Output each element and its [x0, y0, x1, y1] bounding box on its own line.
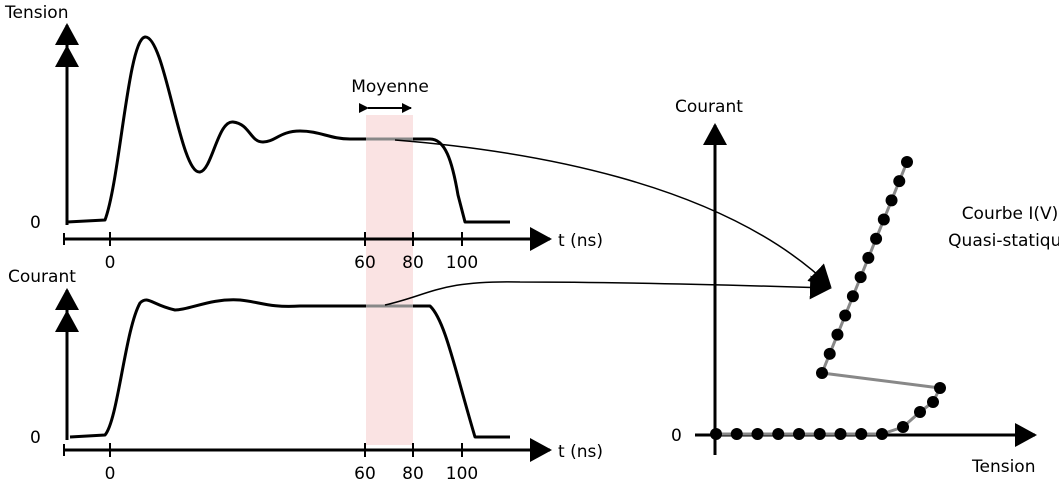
- iv-point: [846, 290, 859, 303]
- iv-point: [823, 347, 836, 360]
- time-tick-label: 80: [402, 253, 424, 273]
- y-label: Courant: [8, 267, 76, 287]
- curve-label: Courbe I(V): [962, 204, 1059, 224]
- zero-label: 0: [30, 213, 41, 233]
- iv-point: [870, 232, 883, 245]
- iv-point: [885, 194, 898, 207]
- iv-point: [876, 428, 888, 440]
- iv-zero: 0: [671, 426, 682, 446]
- iv-point: [897, 421, 909, 433]
- time-tick-label: 60: [354, 253, 376, 273]
- iv-point: [934, 382, 946, 394]
- time-tick-label: 0: [105, 253, 116, 273]
- iv-y-label: Courant: [675, 97, 743, 117]
- connector: [384, 275, 832, 306]
- iv-point: [751, 428, 764, 440]
- time-tick-label: 100: [446, 253, 478, 273]
- iv-point: [893, 175, 906, 188]
- window-label: Moyenne: [351, 77, 429, 97]
- connector: [394, 139, 832, 288]
- voltage-curve: [66, 35, 510, 224]
- iv-point: [854, 271, 867, 284]
- time-tick-label: 0: [105, 464, 116, 482]
- iv-point: [834, 428, 847, 440]
- iv-point: [862, 251, 875, 264]
- x-label: t (ns): [558, 231, 603, 251]
- time-tick-label: 60: [354, 464, 376, 482]
- current-curve: [69, 298, 510, 439]
- iv-point: [855, 428, 868, 440]
- iv-point: [914, 406, 926, 418]
- averaging-window: [366, 115, 413, 445]
- iv-point: [772, 428, 785, 440]
- y-label: Tension: [4, 3, 68, 23]
- iv-point: [793, 428, 805, 440]
- time-tick-label: 80: [402, 464, 424, 482]
- x-label: t (ns): [558, 442, 603, 462]
- iv-point: [901, 156, 913, 168]
- iv-point: [927, 396, 939, 408]
- iv-point: [730, 428, 743, 440]
- iv-point: [877, 213, 890, 226]
- iv-point: [831, 328, 844, 341]
- iv-point: [710, 428, 722, 440]
- iv-point: [813, 428, 826, 440]
- curve-label: Quasi-statique: [948, 231, 1059, 251]
- iv-point: [816, 367, 828, 379]
- time-tick-label: 100: [446, 464, 478, 482]
- zero-label: 0: [30, 428, 41, 448]
- iv-x-label: Tension: [971, 457, 1035, 477]
- iv-point: [839, 309, 852, 322]
- iv-curve: [716, 161, 942, 436]
